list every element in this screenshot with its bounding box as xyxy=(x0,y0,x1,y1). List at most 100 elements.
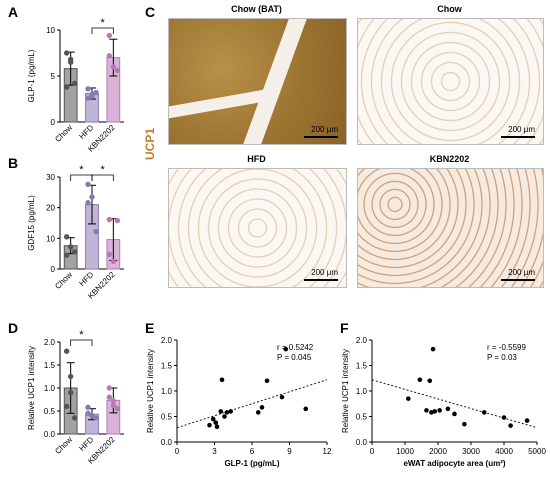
panel-label-e: E xyxy=(145,320,155,336)
micrograph-kbn2202: 200 μm xyxy=(357,168,544,288)
data-point xyxy=(106,394,113,400)
y-axis-label: Relative UCP1 intensity xyxy=(27,346,36,430)
scatter-point xyxy=(283,346,289,352)
panel-label-f: F xyxy=(340,320,349,336)
micrograph-chow-bat: 200 μm xyxy=(168,18,347,145)
y-tick-label: 10 xyxy=(46,234,55,243)
trend-line xyxy=(176,379,328,429)
data-point xyxy=(67,56,74,63)
significance-star: * xyxy=(79,164,84,176)
micrograph-title: KBN2202 xyxy=(429,154,470,164)
trend-line xyxy=(371,379,538,429)
scatter-point xyxy=(210,416,216,422)
significance-star: * xyxy=(101,17,106,29)
data-point xyxy=(63,84,70,90)
scatter-point xyxy=(218,409,224,414)
y-tick-label: 1.5 xyxy=(356,362,368,371)
scale-bar-label: 200 μm xyxy=(311,268,338,277)
panel-label-b: B xyxy=(8,155,19,171)
x-axis-label: eWAT adipocyte area (um²) xyxy=(403,459,505,468)
y-tick-label: 5 xyxy=(51,72,56,81)
y-tick-label: 30 xyxy=(46,173,55,182)
category-label: Chow xyxy=(53,270,74,291)
y-axis-label: Relative UCP1 intensity xyxy=(341,349,350,433)
data-point xyxy=(106,385,113,391)
x-tick-label: 9 xyxy=(287,447,292,456)
scatter-point xyxy=(524,418,530,423)
y-tick-label: 10 xyxy=(46,26,55,35)
scatter-point xyxy=(462,421,467,427)
micrograph-title: HFD xyxy=(247,154,266,164)
data-point xyxy=(114,217,121,224)
y-tick-label: 0.5 xyxy=(356,413,368,422)
scale-bar-label: 200 μm xyxy=(508,125,535,134)
data-point xyxy=(63,348,70,354)
x-tick-label: 6 xyxy=(250,447,255,456)
adipocyte-ucp1-scatter: 0.0 0.5 1.0 1.5 2.0 0 1000 2000 3000 4000 5000 eWAT… xyxy=(341,336,546,468)
x-axis-label: GLP-1 (pg/mL) xyxy=(224,459,279,468)
scatter-point xyxy=(445,406,451,412)
x-tick-label: 0 xyxy=(370,447,375,456)
scatter-point xyxy=(224,410,230,415)
scatter-point xyxy=(279,394,285,400)
data-point xyxy=(89,91,95,98)
significance-bracket xyxy=(91,174,114,181)
scatter-point xyxy=(222,414,227,419)
data-point xyxy=(93,228,99,235)
correlation-annotation: P = 0.045 xyxy=(277,353,312,362)
y-tick-label: 0.0 xyxy=(356,438,368,447)
y-tick-label: 1.0 xyxy=(356,387,368,396)
category-label: Chow xyxy=(53,435,74,456)
data-point xyxy=(106,251,113,257)
significance-bracket xyxy=(70,339,93,346)
scatter-point xyxy=(452,411,457,417)
data-point xyxy=(114,67,121,74)
scatter-point xyxy=(207,422,212,428)
scale-bar-label: 200 μm xyxy=(311,125,338,134)
x-tick-label: 4000 xyxy=(495,447,513,456)
data-point xyxy=(89,194,95,200)
panel-label-a: A xyxy=(8,4,19,20)
y-axis-label: GDF15 (pg/mL) xyxy=(27,195,36,251)
scatter-point xyxy=(501,415,507,420)
scale-bar xyxy=(501,136,535,138)
y-tick-label: 0.5 xyxy=(161,413,173,422)
scatter-point xyxy=(213,420,219,425)
data-point xyxy=(85,95,91,101)
y-axis-label: GLP-1 (pg/mL) xyxy=(27,49,36,102)
scatter-point xyxy=(214,424,220,429)
x-tick-label: 2000 xyxy=(429,447,447,456)
y-tick-label: 2.0 xyxy=(44,338,56,347)
scatter-point xyxy=(437,408,442,413)
significance-bracket xyxy=(91,27,114,34)
scatter-point xyxy=(259,405,265,410)
data-point xyxy=(67,373,74,380)
scatter-point xyxy=(432,409,437,414)
y-tick-label: 1.0 xyxy=(161,387,173,396)
scatter-point xyxy=(255,410,261,415)
y-tick-label: 1.5 xyxy=(44,361,56,370)
x-tick-label: 5000 xyxy=(528,447,546,456)
x-tick-label: 3000 xyxy=(462,447,480,456)
data-point xyxy=(93,415,99,421)
data-point xyxy=(63,252,70,258)
micrograph-chow: 200 μm xyxy=(357,18,544,145)
data-point xyxy=(106,32,113,39)
scatter-point xyxy=(303,406,309,412)
y-tick-label: 1.5 xyxy=(161,362,173,371)
ucp1-stain-label: UCP1 xyxy=(143,127,157,160)
data-point xyxy=(110,64,117,70)
category-label: HFD xyxy=(77,123,95,141)
data-point xyxy=(67,244,74,250)
x-tick-label: 0 xyxy=(175,447,180,456)
micrograph-hfd: 200 μm xyxy=(168,168,347,288)
data-point xyxy=(106,216,113,223)
correlation-annotation: r = 0.5242 xyxy=(277,343,314,352)
scatter-point xyxy=(481,410,487,415)
glp1-ucp1-scatter: 0.0 0.5 1.0 1.5 2.0 0 3 6 9 12 GLP-1 (pg/mL) Relati… xyxy=(146,336,332,468)
y-tick-label: 0.0 xyxy=(44,430,56,439)
data-point xyxy=(85,410,91,417)
y-tick-label: 2.0 xyxy=(356,336,368,345)
